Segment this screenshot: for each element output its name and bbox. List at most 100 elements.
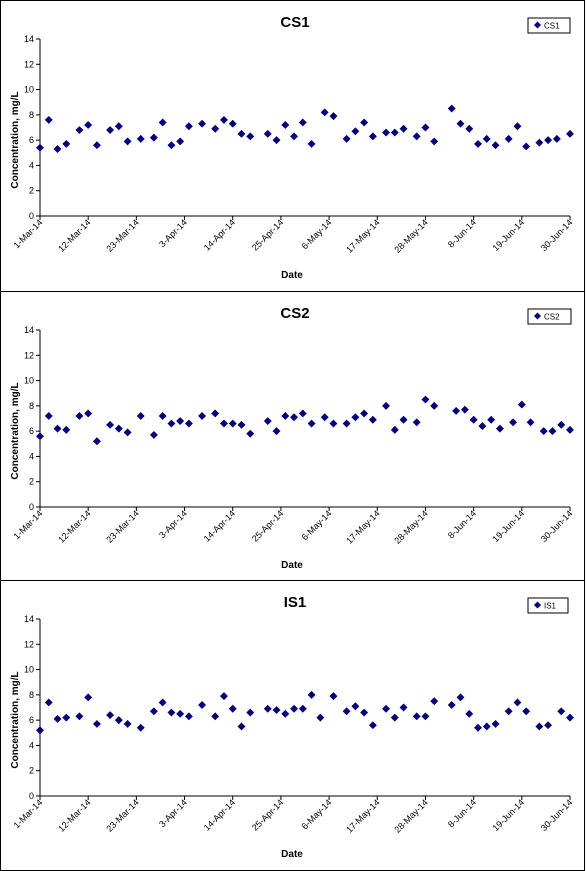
y-tick-label: 14 [24, 614, 34, 624]
data-point [281, 412, 290, 420]
data-point [211, 712, 220, 721]
data-point [298, 118, 307, 127]
data-point [390, 128, 399, 137]
data-point [465, 709, 474, 718]
data-point [539, 427, 548, 436]
data-point [544, 721, 553, 730]
x-tick-label: 30-Jun-14 [539, 508, 575, 544]
data-point [228, 704, 237, 713]
data-point [491, 141, 500, 150]
y-tick-label: 10 [24, 85, 34, 95]
y-tick-label: 8 [29, 690, 34, 700]
x-axis-title: Date [281, 560, 303, 571]
plot-area: 0 2 4 6 8 10 12 14 1-Mar-14 12-Mar-14 23-Mar-14 3-A… [12, 325, 575, 546]
data-point [316, 713, 325, 722]
y-tick-label: 6 [29, 426, 34, 436]
data-point [566, 425, 574, 434]
data-point [456, 693, 465, 702]
x-tick-label: 14-Apr-14 [202, 508, 237, 543]
y-axis-title: Concentration, mg/L [10, 671, 21, 768]
data-point [92, 719, 101, 728]
data-point [84, 121, 93, 129]
data-point [452, 406, 461, 415]
data-point [272, 136, 281, 145]
data-point [211, 409, 220, 418]
x-tick-label: 25-Apr-14 [250, 217, 285, 252]
data-point [198, 412, 207, 420]
data-point [123, 428, 132, 437]
x-tick-label: 28-May-14 [392, 508, 429, 545]
data-point [290, 413, 299, 422]
data-point [106, 126, 115, 134]
data-point [136, 412, 145, 420]
data-point [390, 425, 399, 434]
x-tick-label: 25-Apr-14 [250, 508, 285, 543]
data-point [399, 124, 408, 133]
x-tick-label: 1-Mar-14 [12, 508, 45, 541]
data-point [184, 419, 193, 428]
plot-area: 0 2 4 6 8 10 12 14 1-Mar-14 12-Mar-14 23-Mar-14 3-A… [12, 614, 575, 835]
data-point [447, 701, 456, 709]
data-point [53, 424, 62, 433]
data-point [342, 134, 351, 143]
data-point [167, 419, 176, 428]
data-point [53, 145, 62, 153]
data-point [526, 418, 535, 427]
legend-box [527, 308, 572, 325]
x-tick-label: 8-Jun-14 [446, 797, 478, 829]
y-tick-label: 0 [29, 211, 34, 221]
data-point [360, 118, 369, 127]
data-point [158, 412, 167, 420]
data-point [421, 712, 430, 721]
data-point [474, 139, 482, 148]
chart-svg-cs2: CS2 Concentration, mg/L Date CS2 0 2 4 6 8 10… [10, 305, 575, 571]
data-point [504, 134, 513, 143]
legend-marker [533, 21, 542, 29]
data-point [290, 132, 299, 141]
x-tick-label: 3-Apr-14 [157, 217, 189, 249]
y-tick-label: 2 [29, 186, 34, 196]
data-point [368, 721, 377, 730]
data-point [329, 112, 338, 121]
data-point [44, 115, 53, 124]
data-point [84, 409, 93, 418]
data-point [320, 413, 329, 422]
data-point [557, 707, 566, 716]
x-tick-label: 17-May-14 [344, 217, 381, 254]
data-point [399, 703, 408, 712]
data-point [566, 129, 574, 138]
data-point [504, 707, 513, 716]
data-point [36, 143, 44, 152]
y-tick-label: 10 [24, 376, 34, 386]
data-point [114, 122, 123, 131]
data-point [382, 128, 390, 137]
chart-title: CS1 [280, 14, 309, 31]
y-tick-label: 12 [24, 59, 34, 69]
data-point [412, 418, 421, 427]
data-point [184, 122, 193, 131]
data-point [246, 132, 255, 141]
y-tick-label: 0 [29, 791, 34, 801]
data-point [220, 692, 228, 701]
y-tick-label: 12 [24, 639, 34, 649]
y-tick-label: 6 [29, 135, 34, 145]
data-point [368, 415, 377, 424]
data-point [36, 726, 44, 735]
y-tick-label: 4 [29, 740, 34, 750]
x-tick-label: 28-May-14 [392, 217, 429, 254]
data-point [535, 138, 544, 147]
data-point [237, 420, 246, 429]
data-point [421, 123, 430, 132]
data-point [307, 690, 316, 699]
data-point [290, 704, 299, 713]
data-point [158, 118, 167, 127]
data-point [513, 122, 522, 131]
data-point [92, 437, 101, 446]
legend-marker [533, 601, 542, 609]
plot-area: 0 2 4 6 8 10 12 14 1-Mar-14 12-Mar-14 23-Mar-14 3-A… [12, 34, 575, 255]
data-point [482, 722, 491, 731]
data-point [149, 133, 158, 142]
data-point [84, 693, 93, 702]
data-point [158, 698, 167, 707]
data-point [198, 701, 207, 709]
